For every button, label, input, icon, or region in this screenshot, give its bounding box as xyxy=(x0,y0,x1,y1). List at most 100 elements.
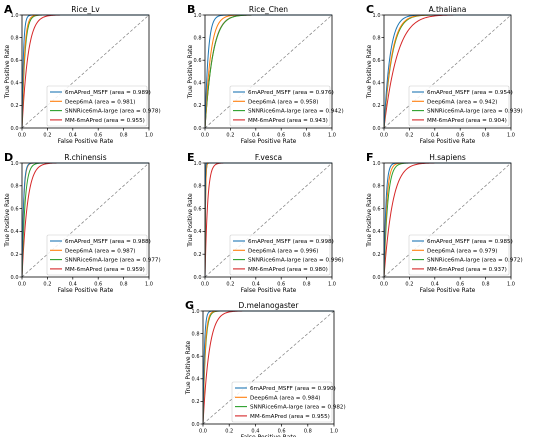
x-tick-label: 0.6 xyxy=(456,133,464,139)
chart-title: H.sapiens xyxy=(429,153,466,162)
y-tick-label: 0.4 xyxy=(373,229,381,235)
y-tick-label: 0.2 xyxy=(373,252,381,258)
legend-box xyxy=(229,234,331,276)
panel-letter: A xyxy=(4,3,13,16)
plot-frame xyxy=(383,14,512,129)
panel-letter: C xyxy=(366,3,374,16)
y-tick-label: 0.4 xyxy=(192,377,200,383)
legend-entry: Deep6mA (area = 0.996) xyxy=(248,248,318,254)
panel-letter: B xyxy=(187,3,195,16)
legend: 6mAPred_MSFF (area = 0.990) Deep6mA (area… xyxy=(231,381,346,423)
x-tick-label: 0.2 xyxy=(43,133,51,139)
y-tick-label: 0.2 xyxy=(11,252,19,258)
x-tick-label: 0.2 xyxy=(405,133,413,139)
x-tick-label: 0.0 xyxy=(380,282,388,288)
y-tick-label: 0.6 xyxy=(11,58,19,64)
x-tick-label: 1.0 xyxy=(507,282,515,288)
plot-frame xyxy=(204,162,333,278)
y-tick-label: 0.6 xyxy=(192,354,200,360)
chart-title: D.melanogaster xyxy=(238,301,299,310)
x-tick-label: 0.2 xyxy=(226,133,234,139)
chart-title: F.vesca xyxy=(255,153,282,162)
y-tick-label: 0.0 xyxy=(11,126,19,132)
x-tick-label: 0.4 xyxy=(69,133,77,139)
plot-frame xyxy=(202,310,335,425)
y-tick-label: 1.0 xyxy=(194,13,202,19)
legend-entry: Deep6mA (area = 0.979) xyxy=(427,248,497,254)
plot-frame xyxy=(21,14,150,129)
panel-letter: E xyxy=(187,151,195,164)
legend-box xyxy=(46,234,148,276)
x-tick-label: 0.8 xyxy=(303,133,311,139)
legend-box xyxy=(408,234,510,276)
x-axis-label: False Positive Rate xyxy=(420,287,476,294)
legend-entry: SNNRice6mA-large (area = 0.942) xyxy=(248,109,344,115)
y-axis-label: True Positive Rate xyxy=(4,193,11,248)
panel-letter: G xyxy=(185,299,194,312)
y-tick-label: 0.2 xyxy=(194,103,202,109)
y-tick-label: 1.0 xyxy=(11,161,19,167)
x-tick-label: 0.8 xyxy=(482,133,490,139)
x-tick-label: 0.4 xyxy=(431,282,439,288)
legend-entry: SNNRice6mA-large (area = 0.939) xyxy=(427,109,523,115)
y-tick-label: 0.0 xyxy=(11,275,19,281)
chance-diagonal xyxy=(384,162,511,277)
chance-diagonal xyxy=(384,14,511,128)
legend-box xyxy=(46,85,148,127)
y-axis-label: True Positive Rate xyxy=(185,340,192,395)
x-tick-label: 0.4 xyxy=(431,133,439,139)
y-tick-label: 0.0 xyxy=(194,275,202,281)
x-tick-label: 1.0 xyxy=(145,133,153,139)
x-tick-label: 0.8 xyxy=(120,133,128,139)
y-tick-label: 0.6 xyxy=(194,206,202,212)
x-axis-label: False Positive Rate xyxy=(241,434,297,437)
y-tick-label: 0.8 xyxy=(11,35,19,41)
x-tick-label: 0.0 xyxy=(380,133,388,139)
chance-diagonal xyxy=(205,162,332,277)
legend-entry: SNNRice6mA-large (area = 0.972) xyxy=(427,258,523,264)
x-axis-label: False Positive Rate xyxy=(241,138,297,145)
legend-entry: MM-6mAPred (area = 0.943) xyxy=(248,118,328,124)
legend: 6mAPred_MSFF (area = 0.988) Deep6mA (area… xyxy=(46,234,161,276)
y-tick-label: 0.8 xyxy=(194,35,202,41)
y-tick-label: 0.8 xyxy=(192,331,200,337)
legend-entry: Deep6mA (area = 0.958) xyxy=(248,99,318,105)
x-tick-label: 0.4 xyxy=(251,429,259,435)
roc-panel-e: E F.vesca 0.0 0.2 0.4 0.6 0.8 1.0 0.0 0.2 0.4 0.6 0.… xyxy=(187,151,344,294)
x-axis-label: False Positive Rate xyxy=(58,287,114,294)
legend: 6mAPred_MSFF (area = 0.976) Deep6mA (area… xyxy=(229,85,344,127)
x-tick-label: 1.0 xyxy=(328,133,336,139)
y-tick-label: 0.4 xyxy=(373,81,381,87)
plot-frame xyxy=(383,162,512,278)
y-tick-label: 0.4 xyxy=(11,81,19,87)
legend-entry: Deep6mA (area = 0.942) xyxy=(427,99,497,105)
legend-box xyxy=(408,85,510,127)
x-tick-label: 0.6 xyxy=(456,282,464,288)
x-tick-label: 0.8 xyxy=(482,282,490,288)
y-tick-label: 0.0 xyxy=(373,126,381,132)
y-tick-label: 0.8 xyxy=(373,35,381,41)
plot-frame xyxy=(204,14,333,129)
x-tick-label: 0.2 xyxy=(226,282,234,288)
legend-entry: SNNRice6mA-large (area = 0.996) xyxy=(248,258,344,264)
x-tick-label: 0.8 xyxy=(303,282,311,288)
chart-title: R.chinensis xyxy=(64,153,106,162)
x-tick-label: 0.0 xyxy=(201,133,209,139)
y-tick-label: 0.2 xyxy=(192,399,200,405)
chance-diagonal xyxy=(205,14,332,128)
y-axis-label: True Positive Rate xyxy=(187,193,194,248)
legend-entry: SNNRice6mA-large (area = 0.982) xyxy=(250,405,346,411)
y-tick-label: 1.0 xyxy=(373,161,381,167)
legend-box xyxy=(231,381,333,423)
x-tick-label: 0.2 xyxy=(405,282,413,288)
legend-entry: MM-6mAPred (area = 0.959) xyxy=(65,267,145,273)
legend: 6mAPred_MSFF (area = 0.998) Deep6mA (area… xyxy=(229,234,344,276)
x-tick-label: 0.0 xyxy=(18,282,26,288)
x-axis-label: False Positive Rate xyxy=(420,138,476,145)
legend-entry: 6mAPred_MSFF (area = 0.998) xyxy=(248,239,334,245)
legend: 6mAPred_MSFF (area = 0.954) Deep6mA (area… xyxy=(408,85,523,127)
legend-entry: 6mAPred_MSFF (area = 0.954) xyxy=(427,90,513,96)
y-tick-label: 0.4 xyxy=(11,229,19,235)
panel-letter: D xyxy=(4,151,13,164)
legend-entry: MM-6mAPred (area = 0.904) xyxy=(427,118,507,124)
